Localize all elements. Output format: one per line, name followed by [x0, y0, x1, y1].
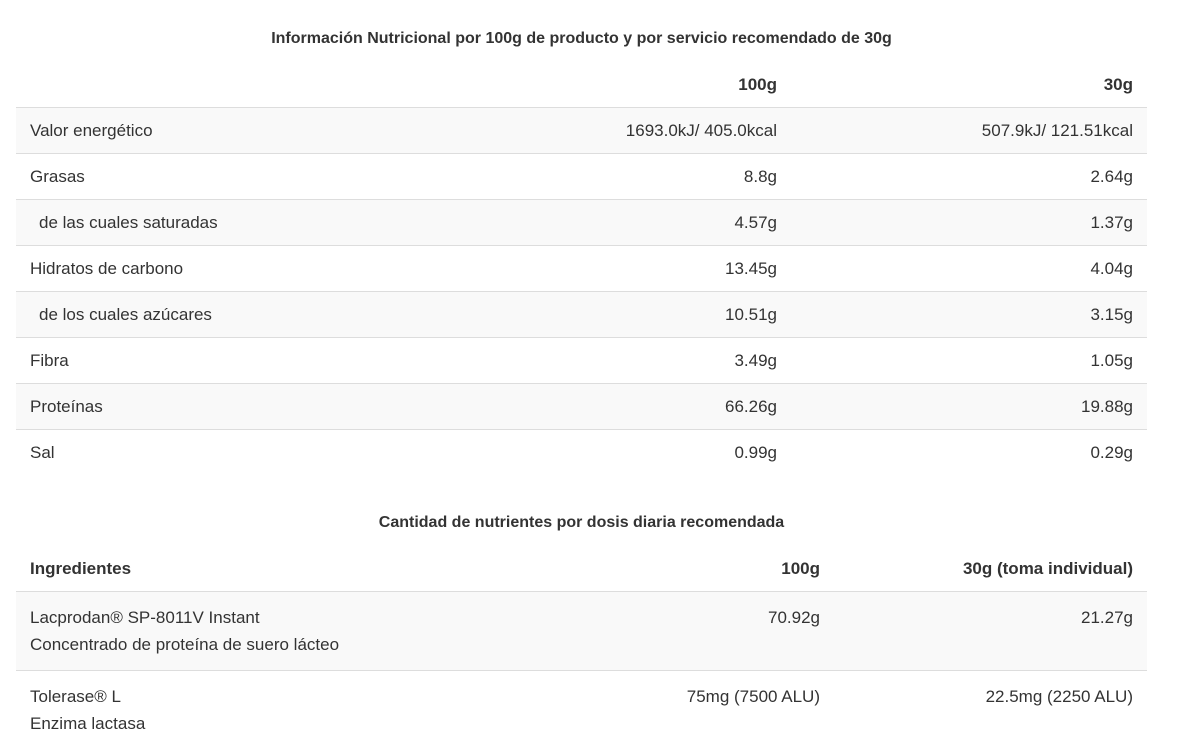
nutrient-name: Sal [16, 429, 466, 475]
table-header-row: 100g 30g [16, 62, 1147, 108]
value-30g: 19.88g [791, 383, 1147, 430]
value-30g: 3.15g [791, 291, 1147, 338]
table-row: Lacprodan® SP-8011V Instant Concentrado d… [16, 591, 1147, 671]
ingredient-name: Tolerase® L [30, 687, 121, 706]
value-100g: 10.51g [466, 291, 791, 338]
value-30g: 1.37g [791, 199, 1147, 246]
column-header [16, 62, 466, 108]
nutrient-name: Proteínas [16, 383, 466, 430]
table-row: Grasas 8.8g 2.64g [16, 153, 1147, 200]
table-row: de los cuales azúcares 10.51g 3.15g [16, 291, 1147, 338]
value-100g: 8.8g [466, 153, 791, 200]
value-100g: 66.26g [466, 383, 791, 430]
value-30g: 0.29g [791, 429, 1147, 475]
value-100g: 4.57g [466, 199, 791, 246]
value-30g: 21.27g [834, 591, 1147, 671]
value-100g: 0.99g [466, 429, 791, 475]
nutrient-name: Hidratos de carbono [16, 245, 466, 292]
ingredient-name: Lacprodan® SP-8011V Instant [30, 608, 260, 627]
value-30g: 1.05g [791, 337, 1147, 384]
table-row: Sal 0.99g 0.29g [16, 429, 1147, 475]
ingredient-cell: Lacprodan® SP-8011V Instant Concentrado d… [16, 591, 576, 671]
column-header-ingredients: Ingredientes [30, 558, 132, 578]
value-100g: 70.92g [576, 591, 834, 671]
value-30g: 4.04g [791, 245, 1147, 292]
table-row: Hidratos de carbono 13.45g 4.04g [16, 245, 1147, 292]
ingredient-cell: Tolerase® L Enzima lactasa [16, 670, 576, 749]
column-header-100g: 100g [781, 558, 820, 578]
ingredients-table-title: Cantidad de nutrientes por dosis diaria … [378, 514, 785, 531]
nutrient-name: Grasas [16, 153, 466, 200]
ingredient-description: Enzima lactasa [30, 714, 146, 733]
column-header-30g: 30g (toma individual) [962, 558, 1133, 578]
table-row: Fibra 3.49g 1.05g [16, 337, 1147, 384]
table-row: Tolerase® L Enzima lactasa 75mg (7500 ALU… [16, 670, 1147, 749]
table-row: de las cuales saturadas 4.57g 1.37g [16, 199, 1147, 246]
table-row: Valor energético 1693.0kJ/ 405.0kcal 507… [16, 107, 1147, 154]
value-30g: 507.9kJ/ 121.51kcal [791, 107, 1147, 154]
column-header-100g: 100g [738, 74, 777, 94]
table-row: Proteínas 66.26g 19.88g [16, 383, 1147, 430]
nutrient-name: Valor energético [16, 107, 466, 154]
value-100g: 13.45g [466, 245, 791, 292]
nutrient-name: de las cuales saturadas [16, 199, 466, 246]
nutrient-name: de los cuales azúcares [16, 291, 466, 338]
value-100g: 1693.0kJ/ 405.0kcal [466, 107, 791, 154]
value-30g: 2.64g [791, 153, 1147, 200]
table-header-row: Ingredientes 100g 30g (toma individual) [16, 546, 1147, 592]
value-30g: 22.5mg (2250 ALU) [834, 670, 1147, 749]
ingredients-table: Ingredientes 100g 30g (toma individual) … [16, 546, 1147, 749]
value-100g: 3.49g [466, 337, 791, 384]
ingredient-description: Concentrado de proteína de suero lácteo [30, 635, 340, 654]
nutrient-name: Fibra [16, 337, 466, 384]
value-100g: 75mg (7500 ALU) [576, 670, 834, 749]
nutrition-table: 100g 30g Valor energético 1693.0kJ/ 405.… [16, 62, 1147, 475]
nutrition-table-title: Información Nutricional por 100g de prod… [271, 30, 892, 47]
column-header-30g: 30g [1103, 74, 1133, 94]
